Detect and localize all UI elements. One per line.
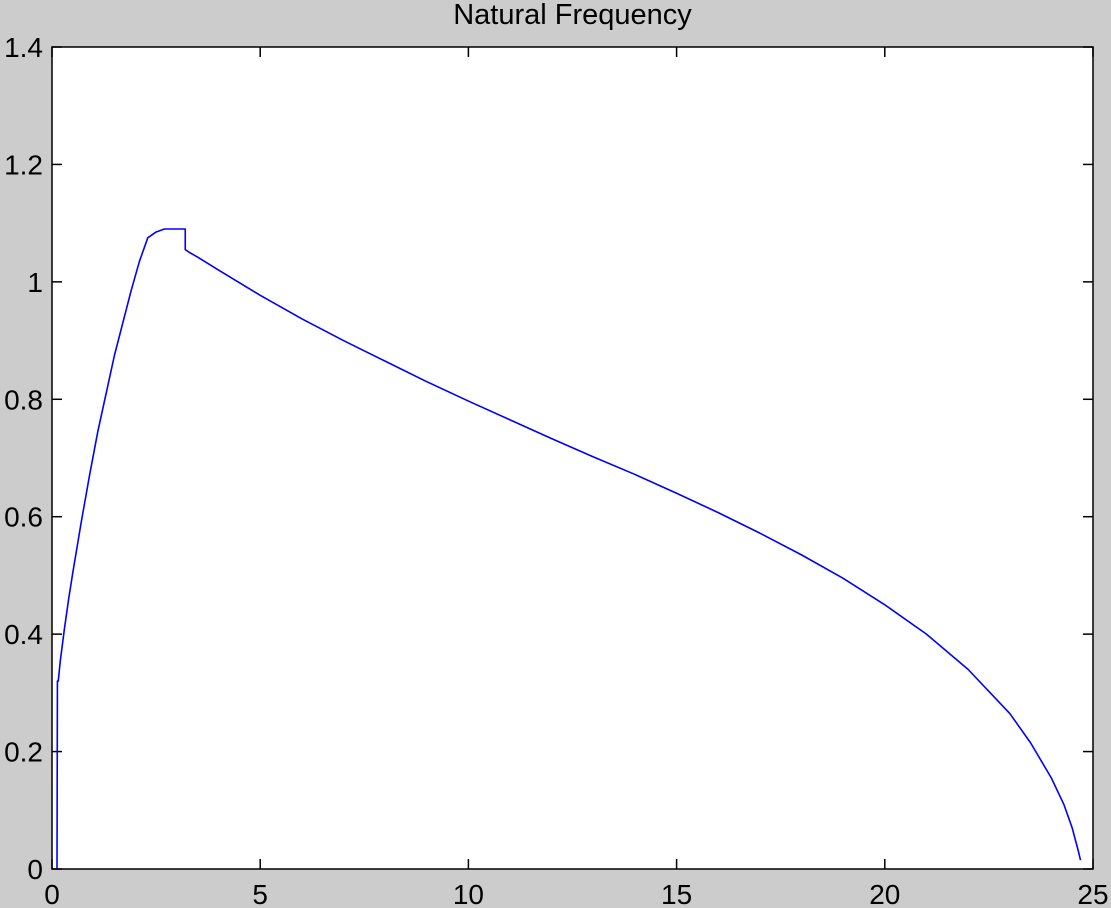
y-tick-label: 0.6	[4, 502, 43, 533]
y-tick-label: 1.2	[4, 149, 43, 180]
x-tick-labels: 0 5 10 15 20 25	[44, 879, 1108, 908]
plot-area	[52, 47, 1093, 869]
y-tick-label: 0.8	[4, 384, 43, 415]
x-tick-label: 25	[1077, 879, 1108, 908]
x-tick-label: 0	[44, 879, 60, 908]
series-line-0	[56, 228, 1082, 870]
chart-title: Natural Frequency	[453, 0, 692, 31]
x-tick-label: 5	[252, 879, 268, 908]
y-tick-label: 0	[27, 854, 43, 885]
y-tick-label: 1.4	[4, 32, 43, 63]
x-tick-label: 10	[453, 879, 484, 908]
y-tick-labels: 0 0.2 0.4 0.6 0.8 1 1.2 1.4	[4, 32, 43, 885]
x-tick-label: 15	[661, 879, 692, 908]
y-tick-label: 1	[27, 267, 43, 298]
series-layer	[56, 228, 1082, 870]
axes-frame	[51, 46, 1094, 870]
y-tick-label: 0.4	[4, 619, 43, 650]
x-tick-label: 20	[869, 879, 900, 908]
y-tick-label: 0.2	[4, 737, 43, 768]
